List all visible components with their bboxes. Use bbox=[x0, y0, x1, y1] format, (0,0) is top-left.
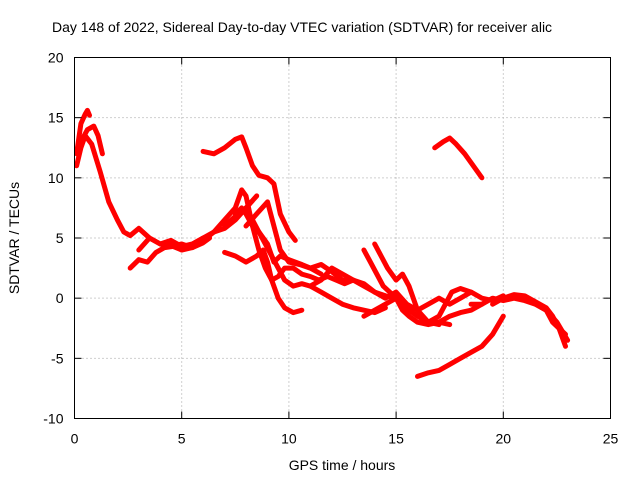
series-line-s10 bbox=[222, 247, 305, 316]
y-tick-label: -5 bbox=[51, 350, 64, 366]
grid-lines bbox=[74, 57, 611, 419]
y-tick-label: 0 bbox=[56, 290, 64, 306]
x-tick-label: 5 bbox=[178, 431, 186, 447]
x-tick-label: 20 bbox=[496, 431, 512, 447]
series-line-s13 bbox=[361, 295, 485, 328]
y-tick-label: -10 bbox=[43, 411, 63, 427]
series-line-s15 bbox=[372, 241, 442, 328]
series-line-s11 bbox=[243, 199, 324, 277]
series-line-s3 bbox=[78, 123, 105, 157]
y-tick-label: 10 bbox=[48, 170, 64, 186]
y-axis-label: SDTVAR / TECUs bbox=[6, 182, 22, 294]
y-tick-label: 5 bbox=[56, 230, 64, 246]
axis-ticks bbox=[74, 57, 611, 419]
x-axis-label: GPS time / hours bbox=[289, 457, 396, 473]
chart-title: Day 148 of 2022, Sidereal Day-to-day VTE… bbox=[52, 19, 552, 35]
series-line-s17 bbox=[432, 135, 485, 181]
x-tick-labels: 0 5 10 15 20 25 bbox=[71, 431, 619, 447]
x-tick-label: 10 bbox=[281, 431, 297, 447]
x-tick-label: 0 bbox=[71, 431, 79, 447]
series-line-s1 bbox=[74, 107, 92, 157]
x-tick-label: 15 bbox=[388, 431, 404, 447]
x-tick-label: 25 bbox=[603, 431, 619, 447]
y-tick-labels: -10 -5 0 5 10 15 20 bbox=[43, 50, 63, 427]
y-tick-label: 20 bbox=[48, 50, 64, 66]
series-layer bbox=[74, 107, 571, 379]
y-tick-label: 15 bbox=[48, 110, 64, 126]
series-line-s2 bbox=[74, 133, 213, 251]
series-line-s6 bbox=[200, 134, 298, 243]
series-line-s21 bbox=[533, 301, 568, 337]
series-line-s18 bbox=[415, 313, 506, 379]
